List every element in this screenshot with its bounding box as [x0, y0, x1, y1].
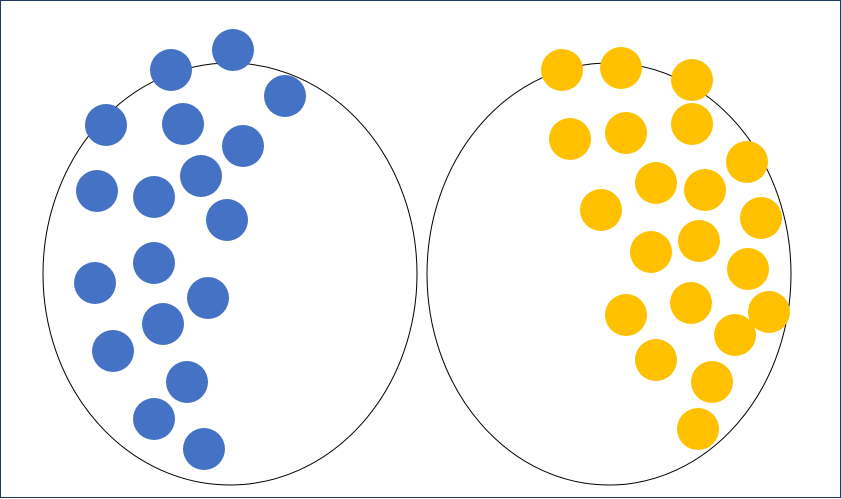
blue-dot: [187, 277, 229, 319]
yellow-dot: [727, 248, 769, 290]
yellow-dot: [541, 49, 583, 91]
blue-dot: [85, 104, 127, 146]
yellow-dot: [714, 314, 756, 356]
yellow-dot: [726, 141, 768, 183]
blue-dot: [264, 75, 306, 117]
yellow-dot: [580, 189, 622, 231]
yellow-dot: [605, 294, 647, 336]
yellow-dot: [684, 169, 726, 211]
right-set-dots: [541, 47, 790, 450]
yellow-dot: [671, 103, 713, 145]
yellow-dot: [670, 282, 712, 324]
blue-dot: [183, 428, 225, 470]
blue-dot: [206, 199, 248, 241]
blue-dot: [76, 170, 118, 212]
blue-dot: [92, 330, 134, 372]
yellow-dot: [671, 59, 713, 101]
yellow-dot: [740, 197, 782, 239]
blue-dot: [133, 242, 175, 284]
yellow-dot: [678, 220, 720, 262]
blue-dot: [150, 49, 192, 91]
yellow-dot: [600, 47, 642, 89]
blue-dot: [166, 361, 208, 403]
yellow-dot: [677, 408, 719, 450]
blue-dot: [180, 155, 222, 197]
yellow-dot: [691, 361, 733, 403]
yellow-dot: [630, 231, 672, 273]
yellow-dot: [635, 162, 677, 204]
blue-dot: [222, 125, 264, 167]
yellow-dot: [605, 112, 647, 154]
blue-dot: [162, 103, 204, 145]
blue-dot: [212, 29, 254, 71]
yellow-dot: [635, 339, 677, 381]
blue-dot: [133, 176, 175, 218]
blue-dot: [142, 303, 184, 345]
blue-dot: [133, 398, 175, 440]
yellow-dot: [748, 291, 790, 333]
blue-dot: [74, 262, 116, 304]
left-set-dots: [74, 29, 306, 470]
yellow-dot: [549, 118, 591, 160]
